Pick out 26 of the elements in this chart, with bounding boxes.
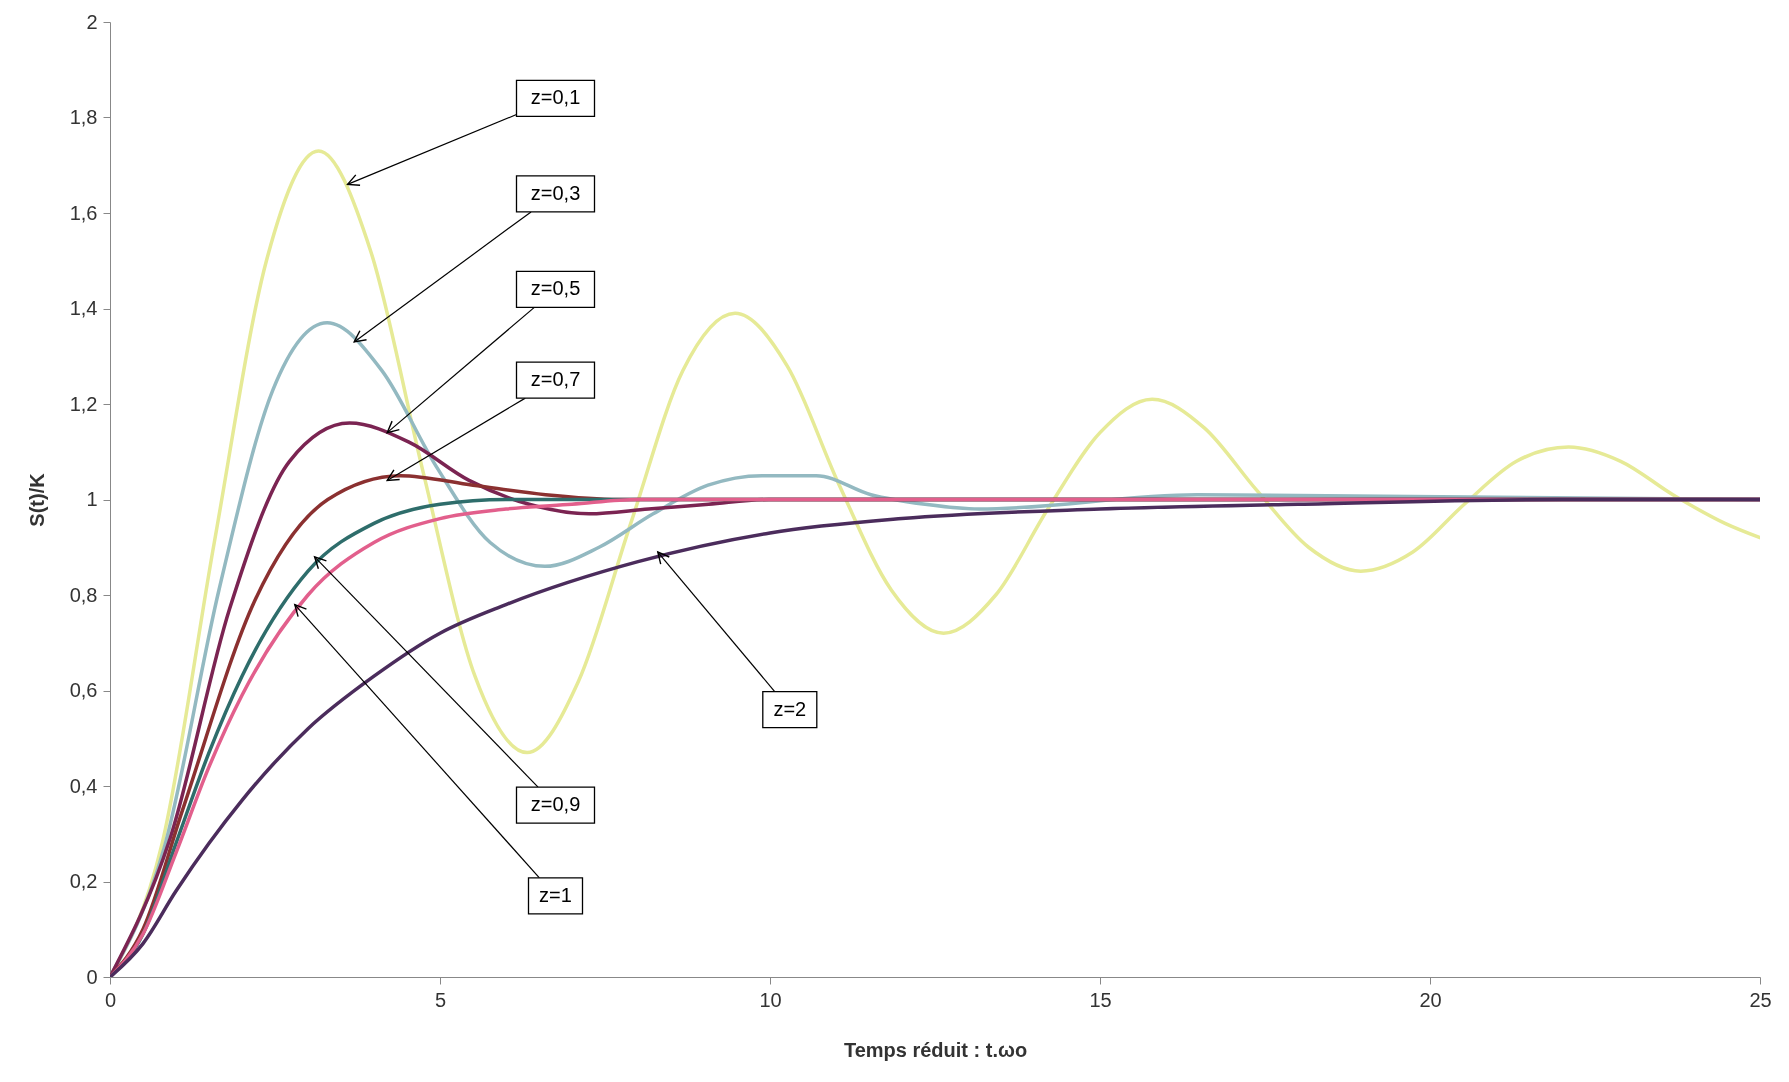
y-tick-label: 0 [86, 965, 98, 988]
y-tick-label: 0,8 [69, 583, 98, 606]
y-tick-label: 1,2 [69, 392, 98, 415]
y-tick-label: 0,4 [69, 774, 98, 797]
y-tick-label: 1 [86, 488, 98, 510]
annotation: z=0,1 [530, 86, 581, 109]
x-tick-label: 15 [1089, 988, 1112, 1011]
y-tick-label: 2 [86, 10, 98, 33]
annotation: z=1 [539, 883, 572, 906]
annotation: z=2 [773, 697, 807, 720]
y-tick-label: 1,6 [69, 201, 98, 224]
x-axis-title: Temps réduit : t.ωo [843, 1038, 1028, 1061]
y-axis-title: S(t)/K [25, 472, 48, 527]
y-tick-label: 0,6 [69, 679, 98, 701]
x-tick-label: 5 [434, 988, 447, 1011]
x-tick-label: 10 [759, 988, 782, 1011]
y-tick-label: 0,2 [69, 870, 98, 892]
x-tick-label: 20 [1419, 988, 1442, 1011]
annotation: z=0,9 [530, 793, 581, 816]
annotation: z=0,5 [530, 277, 581, 300]
annotation: z=0,7 [530, 368, 581, 391]
y-tick-label: 1,4 [69, 297, 98, 319]
y-tick-label: 1,8 [69, 106, 98, 128]
x-tick-label: 0 [104, 988, 117, 1011]
annotation: z=0,3 [530, 181, 581, 204]
x-tick-label: 25 [1749, 988, 1772, 1011]
